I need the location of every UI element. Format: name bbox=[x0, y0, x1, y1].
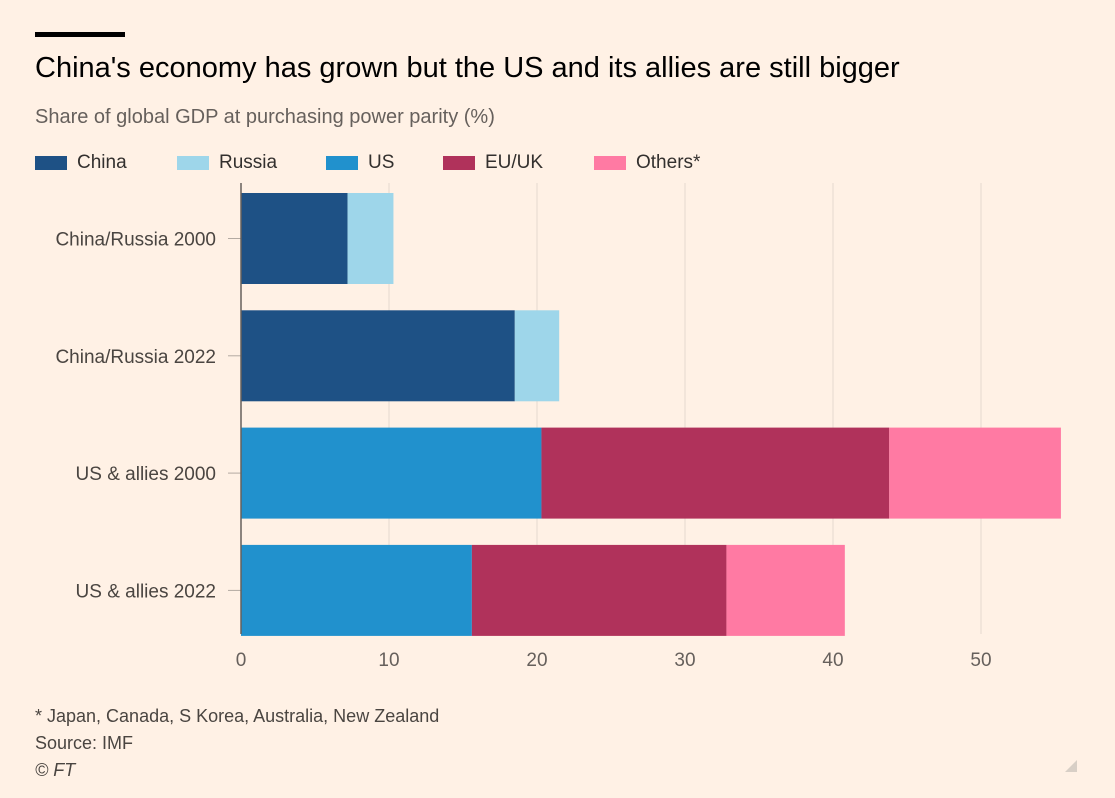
legend-label-us: US bbox=[368, 152, 395, 173]
legend-swatch-us bbox=[326, 156, 358, 170]
bar-3-others bbox=[726, 544, 845, 636]
category-label: China/Russia 2022 bbox=[55, 347, 216, 368]
legend-item-russia: Russia bbox=[177, 152, 326, 174]
legend: China Russia US EU/UK Others* bbox=[35, 152, 700, 174]
x-tick-label-30: 30 bbox=[674, 650, 695, 671]
x-tick-label-20: 20 bbox=[526, 650, 547, 671]
source-line: Source: IMF bbox=[35, 733, 134, 753]
bar-1-china bbox=[241, 310, 515, 402]
chart-title: China's economy has grown but the US and… bbox=[35, 52, 900, 84]
x-tick-label-0: 0 bbox=[236, 650, 247, 671]
copyright-credit: © FT bbox=[35, 760, 76, 780]
bar-1-russia bbox=[514, 310, 560, 402]
legend-item-china: China bbox=[35, 152, 177, 174]
x-tick-label-10: 10 bbox=[378, 650, 399, 671]
category-label: China/Russia 2000 bbox=[55, 230, 216, 251]
footnote: * Japan, Canada, S Korea, Australia, New… bbox=[35, 706, 440, 726]
legend-swatch-euuk bbox=[443, 156, 475, 170]
bar-0-china bbox=[241, 193, 348, 284]
bar-0-russia bbox=[347, 193, 394, 284]
legend-label-russia: Russia bbox=[219, 152, 278, 173]
bar-2-others bbox=[889, 427, 1061, 519]
x-tick-label-40: 40 bbox=[822, 650, 843, 671]
legend-swatch-russia bbox=[177, 156, 209, 170]
category-label: US & allies 2022 bbox=[76, 581, 216, 602]
legend-label-others: Others* bbox=[636, 152, 701, 173]
legend-swatch-china bbox=[35, 156, 67, 170]
bar-2-us bbox=[241, 427, 542, 519]
x-tick-label-50: 50 bbox=[970, 650, 991, 671]
bar-chart: China/Russia 2000 China/Russia 2022 US & a… bbox=[55, 183, 1061, 671]
legend-label-euuk: EU/UK bbox=[485, 152, 544, 173]
chart-subtitle: Share of global GDP at purchasing power … bbox=[35, 106, 495, 128]
bar-2-euuk bbox=[541, 427, 890, 519]
legend-item-others: Others* bbox=[594, 152, 700, 174]
bar-3-us bbox=[241, 544, 472, 636]
title-accent-bar bbox=[35, 32, 125, 37]
bar-3-euuk bbox=[471, 544, 727, 636]
category-label: US & allies 2000 bbox=[76, 464, 216, 485]
legend-item-us: US bbox=[326, 152, 443, 174]
legend-item-euuk: EU/UK bbox=[443, 152, 594, 174]
legend-label-china: China bbox=[77, 152, 127, 173]
legend-swatch-others bbox=[594, 156, 626, 170]
resize-handle-icon[interactable] bbox=[1065, 760, 1077, 772]
